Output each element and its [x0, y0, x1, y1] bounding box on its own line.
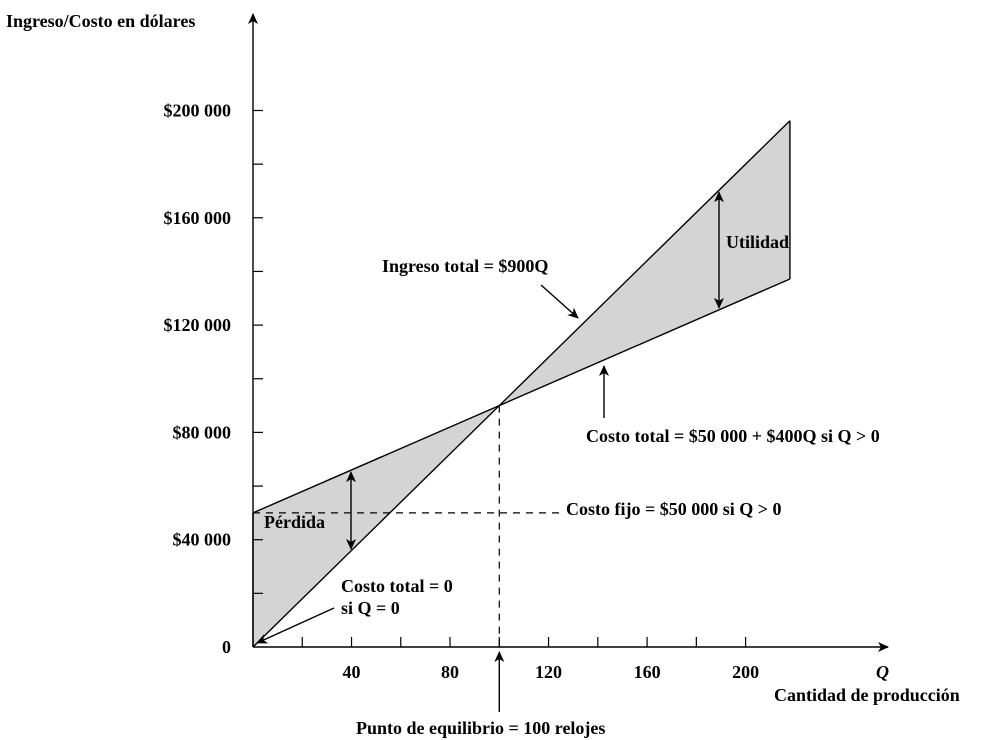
annotations	[256, 191, 724, 712]
x-tick-label: 80	[441, 662, 459, 682]
loss-label: Pérdida	[264, 512, 325, 532]
total-cost-annotation: Costo total = $50 000 + $400Q si Q > 0	[586, 426, 880, 446]
zero-cost-annotation-line2: si Q = 0	[341, 598, 400, 618]
fixed-cost-annotation: Costo fijo = $50 000 si Q > 0	[566, 499, 782, 519]
x-tick-label: 40	[343, 662, 361, 682]
total-cost-line	[252, 278, 791, 514]
revenue-line	[252, 120, 791, 648]
ticks: 0 $40 000 $80 000 $120 000 $160 000 $200 000 4…	[164, 101, 760, 683]
revenue-pointer-arrow	[540, 284, 579, 319]
zero-cost-annotation-line1: Costo total = 0	[341, 576, 453, 596]
break-even-annotation: Punto de equilibrio = 100 relojes	[356, 718, 605, 738]
profit-label: Utilidad	[726, 232, 789, 252]
x-tick-label: 200	[732, 662, 759, 682]
x-axis-label: Cantidad de producción	[774, 685, 960, 705]
series-lines	[252, 120, 791, 648]
y-tick-label: $200 000	[164, 101, 232, 121]
y-tick-label: 0	[222, 637, 231, 657]
revenue-annotation: Ingreso total = $900Q	[382, 256, 548, 276]
x-tick-label: 120	[535, 662, 562, 682]
zero-cost-pointer-arrow	[256, 607, 335, 644]
axes	[248, 13, 889, 652]
y-axis-label: Ingreso/Costo en dólares	[6, 11, 195, 31]
x-axis-variable: Q	[876, 662, 889, 682]
y-tick-label: $40 000	[173, 530, 232, 550]
x-tick-label: 160	[634, 662, 661, 682]
y-tick-label: $80 000	[173, 422, 232, 442]
y-tick-label: $120 000	[164, 315, 232, 335]
y-tick-label: $160 000	[164, 208, 232, 228]
